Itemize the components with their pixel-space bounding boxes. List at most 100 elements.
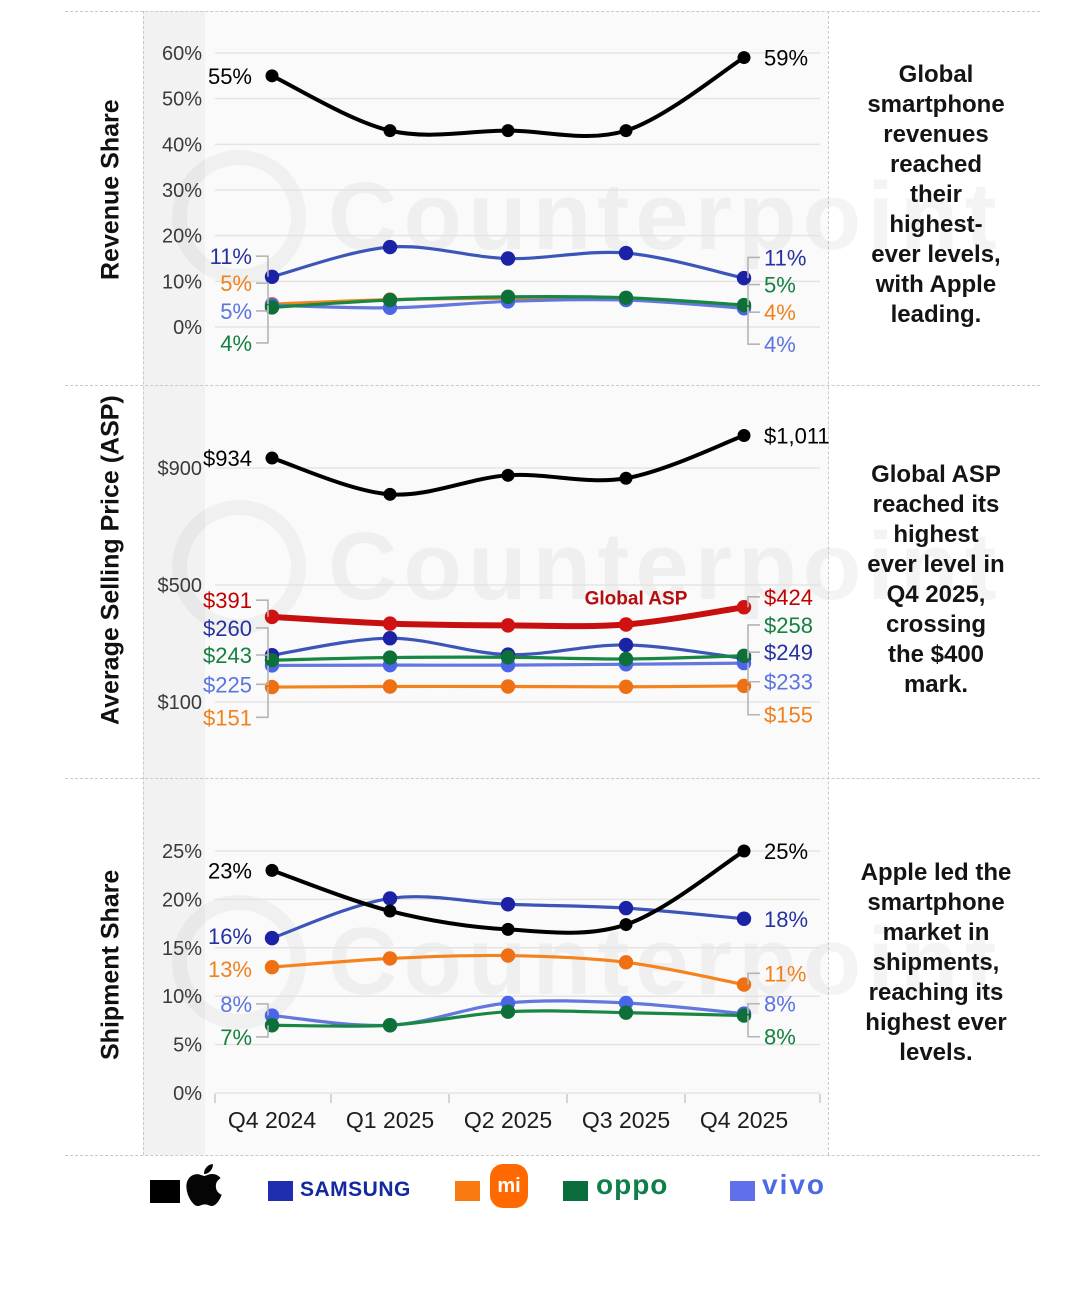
value-label-start: $225: [203, 672, 252, 697]
label-connector: [747, 256, 760, 279]
dashed-separator-bottom: [65, 1155, 1040, 1156]
series-dot-apple: [619, 918, 633, 932]
y-tick-label: 50%: [162, 89, 202, 111]
series-dot-apple: [383, 487, 397, 501]
series-dot-global-asp: [264, 609, 280, 625]
value-label-start: 8%: [220, 992, 252, 1017]
y-tick-label: 0%: [173, 1083, 202, 1105]
series-line-apple: [270, 849, 746, 935]
series-dot-samsung: [618, 245, 634, 261]
label-connector: [256, 1003, 269, 1016]
label-connector: [256, 282, 269, 305]
value-label-end: 5%: [764, 273, 796, 298]
axis-tint-band: [143, 11, 205, 1155]
series-dot-samsung: [736, 270, 752, 286]
value-label-end: $258: [764, 613, 813, 638]
dashed-separator-2: [65, 778, 1040, 779]
series-dot-oppo: [736, 297, 752, 313]
value-label-start: 4%: [220, 331, 252, 356]
series-dot-samsung: [382, 239, 398, 255]
series-dot-xiaomi: [500, 948, 516, 963]
value-label-end: $1,011: [764, 424, 830, 449]
y-tick-label: $100: [158, 692, 203, 714]
value-label-end: 4%: [764, 300, 796, 325]
series-dot-global-asp: [618, 617, 634, 632]
caption-asp: Global ASP reached its highest ever leve…: [867, 461, 1005, 698]
value-label-end: 11%: [764, 245, 806, 270]
series-dot-samsung: [264, 269, 280, 284]
x-axis-label: Q1 2025: [346, 1107, 434, 1133]
value-label-start: 7%: [220, 1025, 252, 1050]
x-axis-label: Q4 2024: [228, 1107, 316, 1133]
caption-shipment: Apple led the smartphone market in shipm…: [860, 858, 1012, 1066]
series-dot-samsung: [500, 897, 516, 912]
series-dot-apple: [265, 69, 279, 83]
label-connector: [256, 599, 269, 617]
series-dot-samsung: [736, 911, 752, 926]
series-dot-oppo: [264, 1018, 280, 1033]
series-dot-apple: [501, 124, 515, 138]
series-dot-xiaomi: [382, 951, 398, 966]
series-dot-xiaomi: [736, 678, 752, 694]
series-dot-oppo: [264, 300, 280, 315]
series-dot-oppo: [618, 651, 634, 667]
series-dot-xiaomi: [618, 955, 634, 970]
value-label-start: $391: [203, 588, 252, 613]
label-connector: [747, 685, 760, 716]
label-connector: [747, 663, 760, 683]
y-tick-label: 10%: [162, 271, 202, 293]
series-dot-samsung: [382, 631, 398, 646]
dashed-separator-left: [143, 11, 144, 1155]
label-connector: [256, 665, 269, 686]
label-connector: [256, 687, 269, 719]
series-line-apple: [270, 433, 746, 497]
series-dot-oppo: [500, 1004, 516, 1019]
series-dot-apple: [501, 922, 515, 936]
label-connector: [747, 308, 760, 346]
series-dot-apple: [265, 451, 279, 465]
label-connector: [256, 1025, 269, 1038]
series-dot-xiaomi: [264, 959, 280, 975]
series-dot-xiaomi: [264, 679, 280, 695]
series-dot-apple: [383, 124, 397, 138]
series-dot-apple: [619, 124, 633, 138]
value-label-end: 59%: [764, 46, 808, 71]
label-connector: [256, 654, 269, 661]
value-label-end: 8%: [764, 992, 796, 1017]
series-dot-samsung: [264, 930, 280, 946]
dashed-separator-captions: [828, 11, 829, 1155]
y-tick-label: 0%: [173, 317, 202, 339]
value-label-end: $424: [764, 585, 813, 610]
value-label-start: $934: [203, 446, 252, 471]
x-axis-label: Q4 2025: [700, 1107, 788, 1133]
value-label-end: $249: [764, 640, 813, 665]
series-dot-apple: [501, 468, 515, 482]
y-tick-label: 60%: [162, 43, 202, 65]
value-label-start: 23%: [208, 858, 252, 883]
series-dot-xiaomi: [382, 679, 398, 694]
y-tick-label: 15%: [162, 938, 202, 960]
y-tick-label: 5%: [173, 1035, 202, 1057]
series-dot-xiaomi: [618, 679, 634, 694]
series-dot-global-asp: [736, 600, 752, 615]
y-tick-label: 20%: [162, 226, 202, 248]
value-label-end: 8%: [764, 1025, 796, 1050]
global-asp-annotation: Global ASP: [585, 588, 688, 609]
label-connector: [747, 624, 760, 656]
x-axis-label: Q3 2025: [582, 1107, 670, 1133]
label-connector: [256, 255, 269, 277]
x-axis-label: Q2 2025: [464, 1107, 552, 1133]
series-dot-samsung: [618, 637, 634, 653]
series-dot-oppo: [382, 292, 398, 308]
series-dot-oppo: [618, 1005, 634, 1020]
series-dot-apple: [619, 471, 633, 485]
caption-revenue: Global smartphone revenues reached their…: [867, 61, 1005, 328]
label-connector: [747, 1002, 760, 1014]
series-dot-samsung: [618, 900, 634, 916]
label-connector: [747, 596, 760, 608]
y-tick-label: 40%: [162, 134, 202, 156]
label-connector: [747, 283, 760, 306]
value-label-end: 18%: [764, 907, 808, 932]
series-dot-global-asp: [382, 616, 398, 631]
